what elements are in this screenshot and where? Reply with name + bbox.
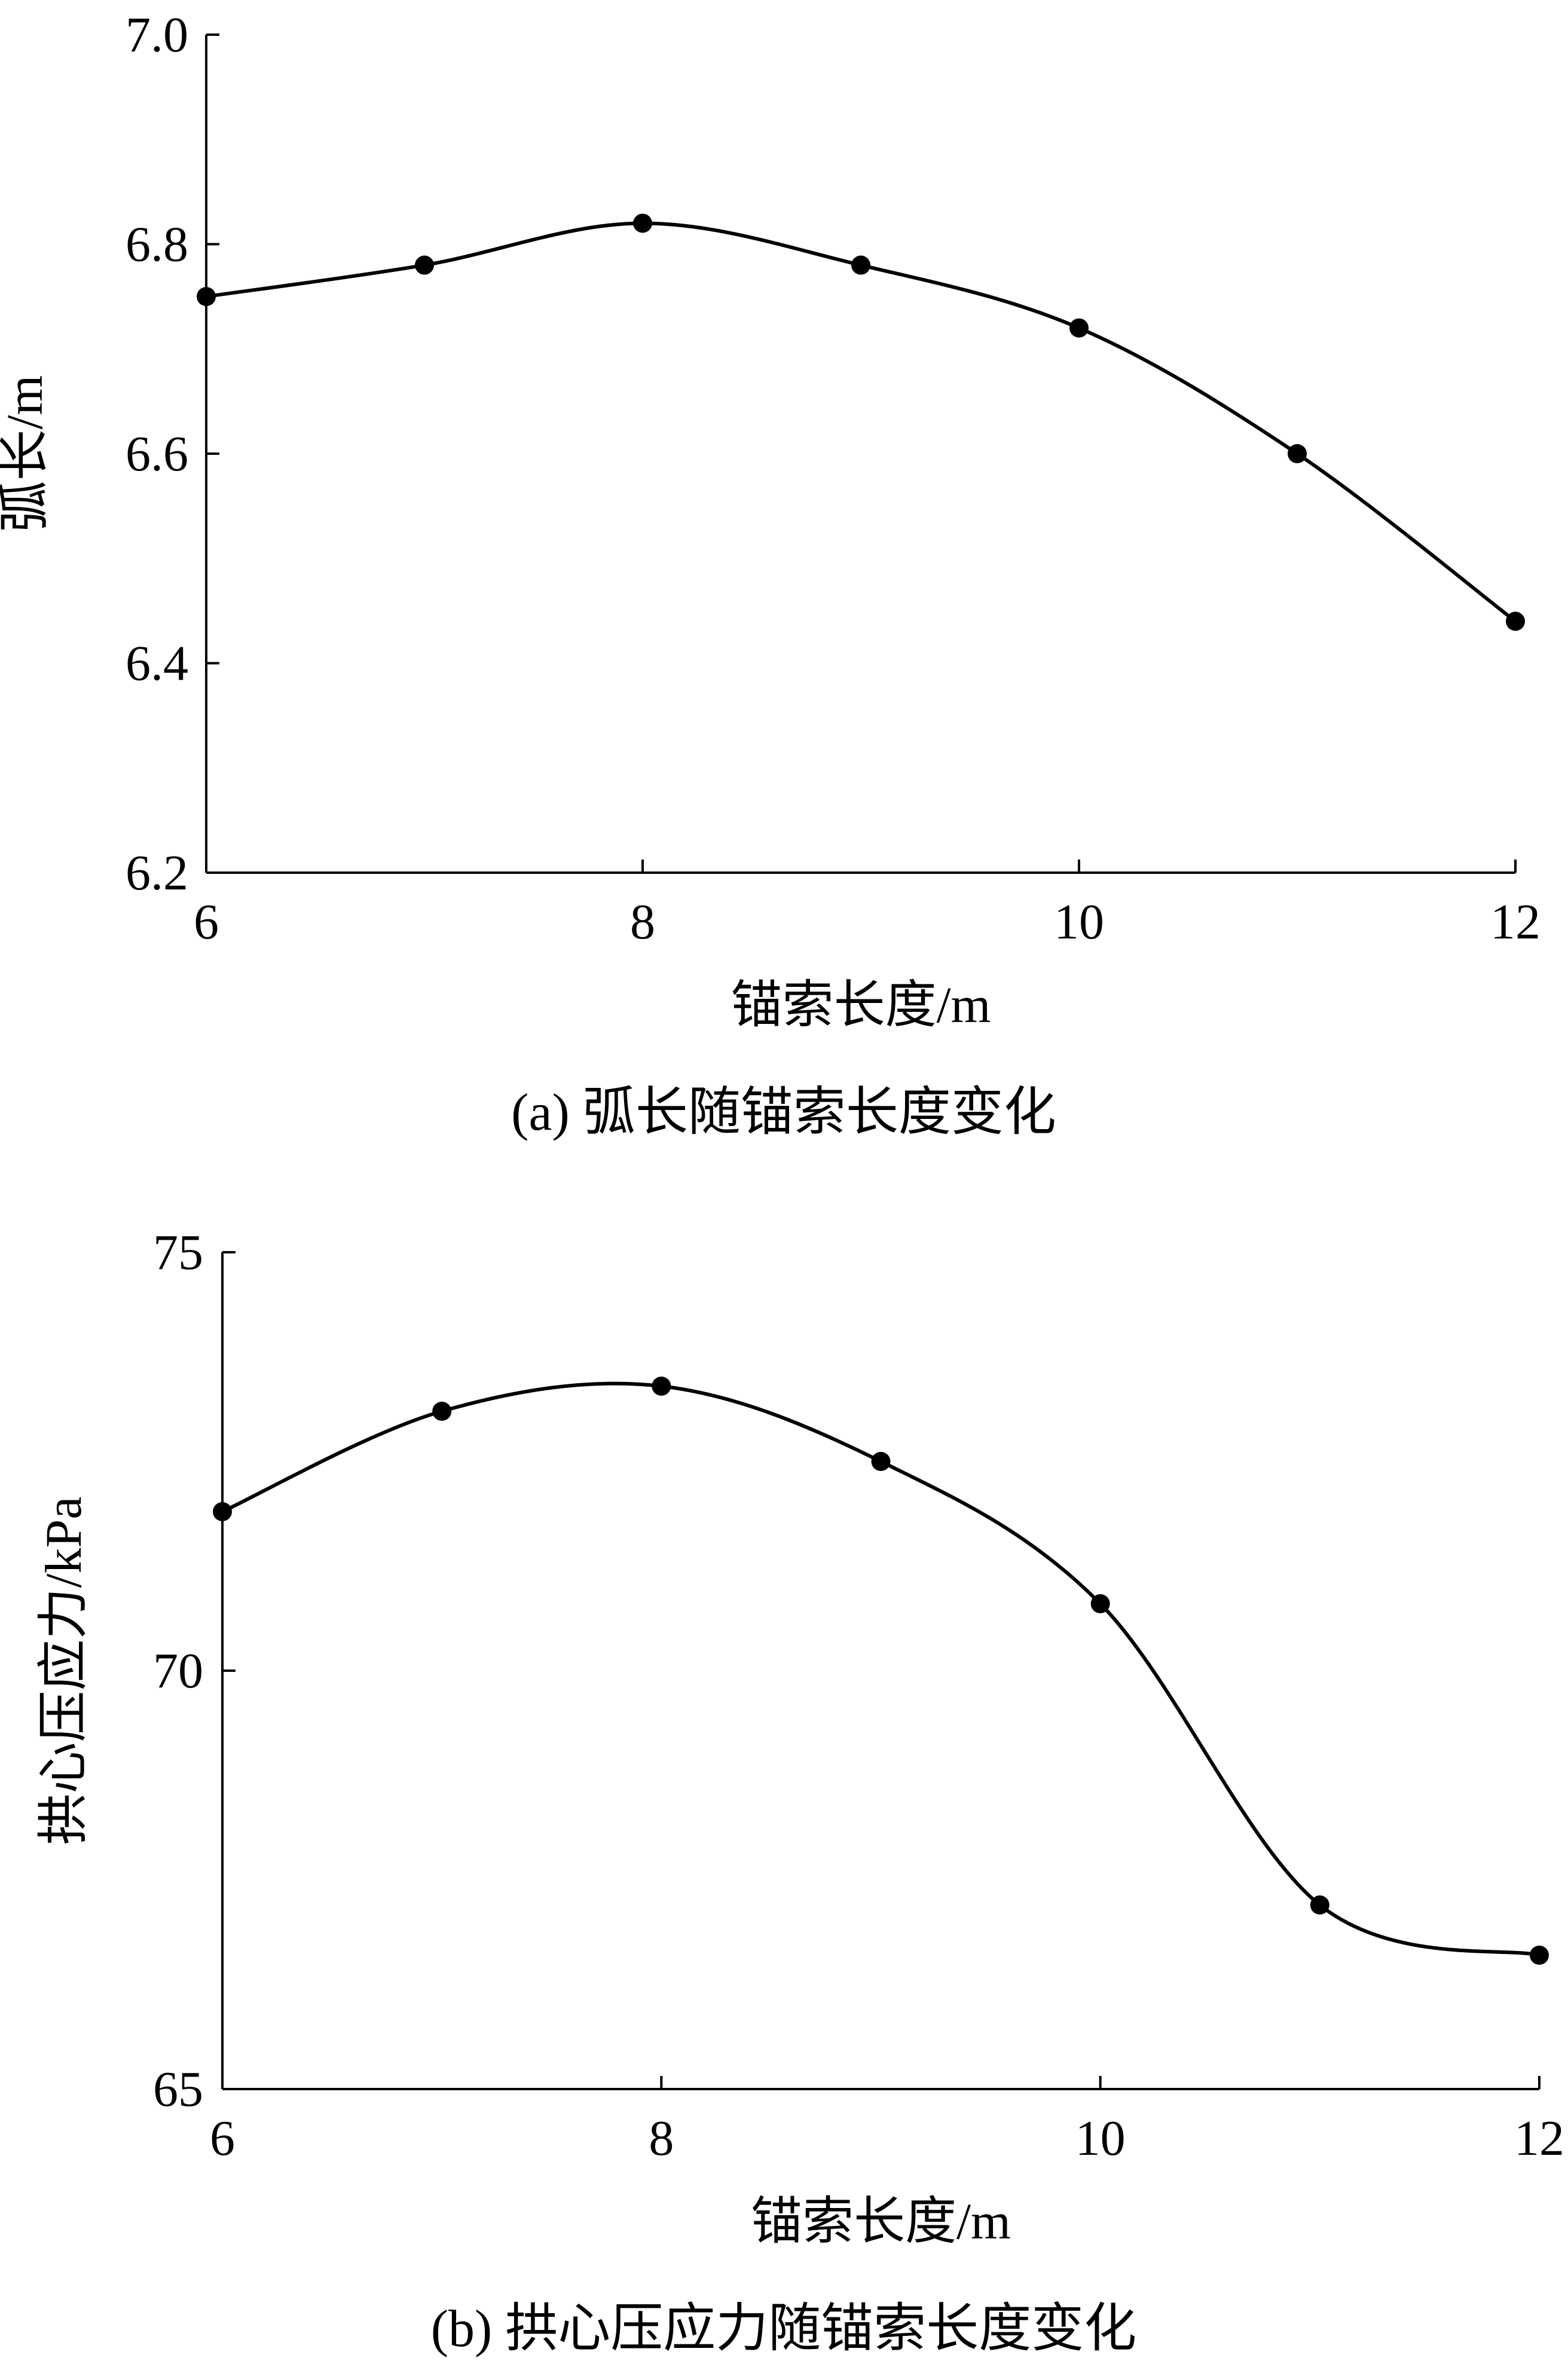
chart-a-y-tick-label: 6.2 bbox=[126, 845, 188, 901]
chart-a-data-point bbox=[1288, 444, 1307, 463]
chart-b-data-point bbox=[652, 1377, 671, 1396]
chart-a-y-tick-label: 6.6 bbox=[126, 426, 188, 482]
chart-b-data-point bbox=[1530, 1946, 1549, 1965]
chart-a-y-tick-label: 7.0 bbox=[126, 7, 188, 63]
chart-b-x-tick-label: 12 bbox=[1514, 2111, 1564, 2166]
chart-a-caption: (a) 弧长随锚索长度变化 bbox=[511, 1084, 1056, 1142]
chart-b-x-tick-label: 10 bbox=[1075, 2111, 1126, 2166]
chart-a-x-tick-label: 6 bbox=[194, 894, 219, 950]
chart-a-series-line bbox=[206, 221, 1517, 623]
chart-b-data-point bbox=[871, 1452, 891, 1471]
chart-a-data-point bbox=[633, 213, 652, 233]
chart-b-arch-center-stress: (b) 拱心压应力随锚索长度变化 65 70 75 6 8 10 12 锚索长度/m 拱心压应力… bbox=[35, 1225, 1564, 2358]
chart-a-x-tick-label: 12 bbox=[1490, 894, 1541, 950]
chart-a-arc-length: (a) 弧长随锚索长度变化 6.2 6.4 6.6 6.8 7.0 6 8 10 12 锚索长度/… bbox=[0, 7, 1541, 1142]
chart-a-y-tick-label: 6.8 bbox=[126, 217, 188, 273]
chart-b-data-point bbox=[1090, 1594, 1110, 1613]
chart-b-x-axis-title: 锚索长度/m bbox=[751, 2192, 1011, 2250]
chart-b-y-axis-title: 拱心压应力/kPa bbox=[35, 1497, 92, 1845]
chart-a-y-axis-title: 弧长/m bbox=[0, 375, 53, 533]
chart-b-data-point bbox=[213, 1502, 232, 1521]
chart-b-x-tick-label: 8 bbox=[649, 2111, 674, 2166]
chart-a-x-tick-label: 10 bbox=[1054, 894, 1104, 950]
chart-a-x-axis-title: 锚索长度/m bbox=[731, 976, 991, 1033]
chart-a-data-point bbox=[1506, 611, 1525, 631]
chart-b-y-tick-label: 75 bbox=[153, 1225, 203, 1280]
chart-b-data-point bbox=[432, 1402, 452, 1421]
chart-a-data-point bbox=[851, 255, 870, 275]
chart-a-data-point bbox=[1069, 318, 1089, 338]
chart-b-x-tick-label: 6 bbox=[210, 2111, 235, 2166]
chart-b-caption: (b) 拱心压应力随锚索长度变化 bbox=[431, 2300, 1137, 2358]
chart-b-y-tick-label: 70 bbox=[153, 1643, 203, 1699]
chart-b-data-point bbox=[1310, 1895, 1329, 1915]
chart-a-x-tick-label: 8 bbox=[630, 894, 655, 950]
chart-b-y-tick-label: 65 bbox=[153, 2062, 203, 2117]
chart-a-data-point bbox=[415, 255, 434, 275]
chart-a-data-point bbox=[197, 287, 216, 307]
chart-a-y-tick-label: 6.4 bbox=[126, 636, 188, 692]
